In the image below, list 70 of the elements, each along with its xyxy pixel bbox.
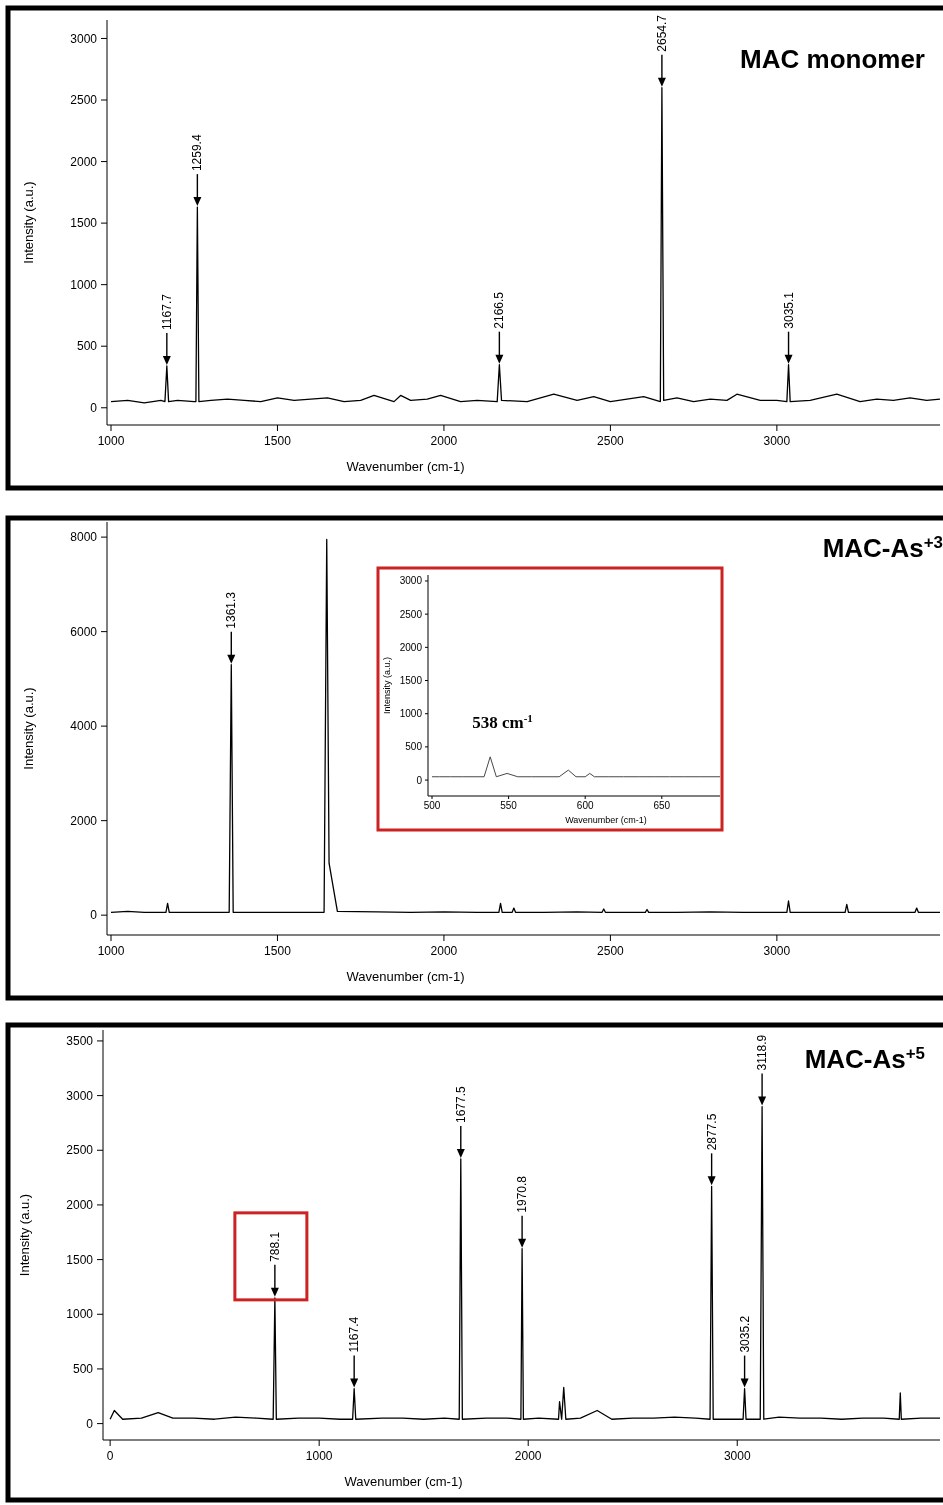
x-tick-label: 2500 <box>597 434 625 448</box>
x-tick-label: 650 <box>653 800 671 811</box>
y-tick-label: 1000 <box>66 1307 94 1322</box>
x-tick-label: 2000 <box>430 944 458 958</box>
annotation: 1970.8 <box>515 1175 530 1213</box>
x-tick-label: 1500 <box>264 944 292 958</box>
y-tick-label: 2500 <box>66 1143 94 1158</box>
annotation: 3035.1 <box>781 291 796 329</box>
y-tick-label: 1000 <box>399 708 423 720</box>
y-tick-label: 0 <box>90 400 98 415</box>
x-tick-label: 550 <box>500 800 518 811</box>
y-tick-label: 500 <box>76 339 98 354</box>
y-tick-label: 1500 <box>66 1252 94 1267</box>
text: MAC-As$^{+5}$ <box>804 1043 925 1074</box>
x-tick-label: 2000 <box>514 1449 542 1463</box>
x-tick-label: 0 <box>106 1449 114 1463</box>
y-tick-label: 500 <box>405 741 423 753</box>
x-axis-title: Wavenumber (cm-1) <box>344 1474 463 1489</box>
x-tick-label: 500 <box>423 800 441 811</box>
y-tick-label: 0 <box>86 1416 94 1431</box>
y-tick-label: 4000 <box>70 719 98 734</box>
y-tick-label: 1000 <box>70 277 98 292</box>
x-tick-label: 2500 <box>597 944 625 958</box>
line-series <box>110 538 941 913</box>
annotation: 3118.9 <box>755 1034 770 1071</box>
y-axis-title: Intensity (a.u.) <box>382 656 392 715</box>
x-axis-title: Wavenumber (cm-1) <box>565 815 647 825</box>
annotation: 1361.3 <box>224 591 239 629</box>
y-tick-label: 3500 <box>66 1034 94 1049</box>
y-tick-label: 8000 <box>70 530 98 545</box>
y-axis-title: Intensity (a.u.) <box>21 181 36 264</box>
y-tick-label: 2000 <box>66 1198 94 1213</box>
chart-title: MAC-As$^{+3}$ <box>822 532 943 563</box>
annotation: 2877.5 <box>704 1113 719 1151</box>
x-tick-label: 600 <box>576 800 594 811</box>
line-series <box>431 756 721 778</box>
annotation: 1259.4 <box>190 134 205 172</box>
x-tick-label: 3000 <box>723 1449 751 1463</box>
x-tick-label: 2000 <box>430 434 458 448</box>
y-tick-label: 2500 <box>70 93 98 108</box>
x-tick-label: 3000 <box>763 434 791 448</box>
y-tick-label: 0 <box>416 774 423 786</box>
annotation: 538 cm$^{-1}$ <box>472 712 533 733</box>
annotation: 2166.5 <box>492 291 507 329</box>
y-tick-label: 2000 <box>399 641 423 653</box>
annotation: 1167.7 <box>159 293 174 330</box>
annotation: 1677.5 <box>453 1085 468 1124</box>
text: MAC monomer <box>740 44 925 74</box>
y-tick-label: 2500 <box>399 608 423 620</box>
y-tick-label: 3000 <box>399 575 423 587</box>
annotation: 3035.2 <box>737 1315 752 1353</box>
y-axis-title: Intensity (a.u.) <box>21 687 36 770</box>
annotation: 1167.4 <box>347 1316 362 1353</box>
y-tick-label: 1500 <box>399 675 423 687</box>
y-tick-label: 2000 <box>70 154 98 169</box>
y-tick-label: 1500 <box>70 216 98 231</box>
y-tick-label: 6000 <box>70 624 98 639</box>
y-tick-label: 3000 <box>66 1088 94 1103</box>
x-tick-label: 1500 <box>264 434 292 448</box>
y-tick-label: 500 <box>72 1362 94 1377</box>
y-tick-label: 0 <box>90 908 98 923</box>
y-axis-title: Intensity (a.u.) <box>17 1193 32 1277</box>
y-tick-label: 2000 <box>70 813 98 828</box>
x-axis-title: Wavenumber (cm-1) <box>346 459 465 474</box>
x-tick-label: 3000 <box>763 944 791 958</box>
x-axis-title: Wavenumber (cm-1) <box>346 969 465 984</box>
y-tick-label: 3000 <box>70 31 98 46</box>
annotation: 2654.7 <box>654 14 669 52</box>
x-tick-label: 1000 <box>305 1449 333 1463</box>
annotation: 788.1 <box>267 1231 282 1262</box>
